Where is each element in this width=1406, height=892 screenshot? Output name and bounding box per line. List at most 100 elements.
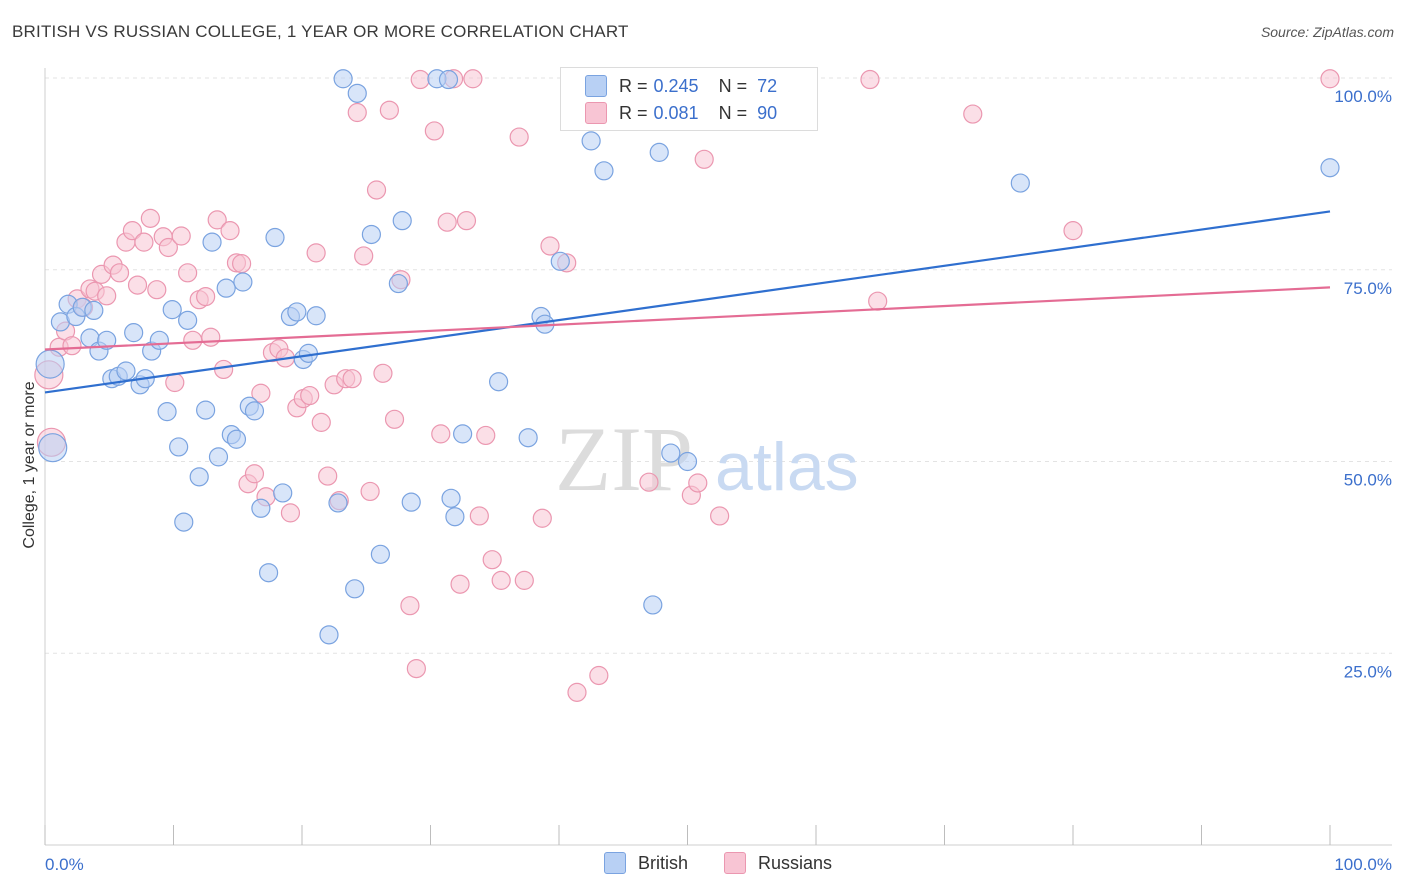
british-legend-swatch — [604, 852, 626, 874]
tick-labels: 25.0% 50.0% 75.0% 100.0% 0.0% 100.0% — [45, 87, 1392, 874]
russians-point — [431, 424, 451, 444]
watermark-atlas: atlas — [715, 429, 859, 505]
british-r-value: 0.245 — [653, 75, 699, 96]
british-point — [178, 310, 198, 330]
british-point — [328, 493, 348, 513]
british-point — [38, 433, 68, 463]
british-point — [116, 361, 136, 381]
russians-point — [456, 211, 477, 231]
british-point — [550, 251, 570, 271]
y-axis-label: College, 1 year or more — [21, 381, 38, 549]
grid — [45, 77, 1392, 654]
russians-point — [158, 237, 178, 258]
british-point — [1010, 173, 1030, 193]
british-point — [189, 467, 209, 487]
russians-point — [178, 263, 198, 283]
y-tick-label: 25.0% — [1344, 662, 1392, 681]
russians-point — [860, 69, 880, 90]
y-tick-label: 50.0% — [1344, 471, 1392, 490]
russians-point — [127, 275, 148, 295]
british-point — [388, 273, 408, 294]
british-point — [319, 625, 339, 645]
russians-point — [1063, 221, 1083, 241]
y-tick-label: 100.0% — [1334, 87, 1392, 106]
british-n-value: 72 — [757, 75, 778, 96]
russians-point — [540, 236, 560, 256]
russians-swatch — [585, 102, 607, 124]
british-point — [202, 232, 222, 252]
british-point — [233, 272, 253, 292]
british-point — [441, 488, 461, 508]
russians-point — [491, 570, 511, 590]
russians-point — [463, 69, 483, 89]
russians-point — [201, 327, 221, 347]
russians-point — [469, 506, 489, 526]
british-point — [392, 211, 412, 231]
russians-trend-line — [44, 286, 1331, 351]
russians-point — [384, 409, 405, 429]
british-point — [1320, 158, 1340, 178]
russians-point — [347, 102, 367, 123]
british-point — [287, 302, 307, 322]
british-point — [226, 429, 247, 449]
russians-points — [34, 69, 1340, 702]
russians-point — [300, 385, 320, 406]
british-point — [333, 69, 353, 89]
russians-point — [171, 226, 191, 246]
british-point — [196, 400, 216, 420]
russians-point — [196, 286, 216, 307]
russians-point — [207, 210, 227, 230]
russians-point — [220, 221, 240, 241]
russians-r-value: 0.081 — [653, 102, 699, 123]
legend: R = 0.245 N = 72 R = 0.081 N = 90 — [560, 67, 818, 131]
russians-point — [373, 363, 393, 383]
british-point — [453, 424, 473, 444]
russians-point — [183, 330, 203, 350]
british-point — [649, 142, 669, 162]
russians-legend-label: Russians — [758, 852, 833, 873]
russians-point — [424, 121, 444, 141]
russians-point — [514, 570, 534, 590]
russians-point — [134, 232, 154, 252]
russians-point — [280, 503, 301, 523]
bottom-legend-russians: Russians — [724, 852, 832, 874]
british-point — [174, 512, 194, 532]
x-tick-label-min: 0.0% — [45, 855, 84, 874]
british-point — [84, 300, 104, 321]
russians-point — [589, 665, 609, 686]
source-label: Source: ZipAtlas.com — [1260, 24, 1394, 40]
british-point — [518, 428, 538, 448]
russians-n-value: 90 — [757, 102, 778, 123]
trend-lines — [44, 210, 1331, 394]
british-point — [347, 83, 367, 103]
russians-point — [306, 243, 326, 263]
x-tick-label-max: 100.0% — [1334, 855, 1392, 874]
watermark: ZIP atlas — [555, 408, 859, 510]
british-point — [594, 161, 614, 181]
bottom-legend: British Russians — [0, 852, 1406, 878]
russians-point — [360, 481, 380, 502]
russians-point — [214, 359, 234, 380]
russians-point — [410, 69, 430, 90]
russians-point — [639, 472, 659, 492]
british-point — [677, 451, 698, 472]
british-legend-label: British — [638, 852, 689, 873]
british-point — [438, 69, 459, 90]
british-point — [265, 227, 285, 248]
british-point — [489, 372, 509, 392]
british-point — [273, 483, 293, 503]
british-point — [581, 131, 601, 151]
russians-point — [165, 372, 185, 393]
russians-point — [482, 550, 502, 570]
british-point — [208, 447, 229, 467]
russians-point — [62, 336, 82, 356]
british-point — [258, 563, 279, 583]
british-trend-line — [44, 210, 1331, 394]
russians-point — [567, 682, 587, 702]
russians-legend-swatch — [724, 852, 746, 874]
russians-point — [406, 658, 426, 679]
russians-point — [147, 280, 167, 300]
british-point — [251, 498, 271, 518]
russians-point — [251, 383, 271, 403]
